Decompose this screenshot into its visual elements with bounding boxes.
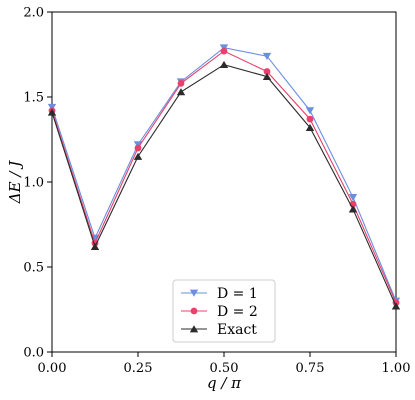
data-point: [262, 72, 272, 80]
legend: D = 1 D = 2 Exact: [172, 279, 276, 343]
data-point: [391, 302, 401, 310]
data-point: [47, 108, 57, 116]
data-point: [263, 68, 271, 75]
data-point: [306, 115, 314, 123]
y-tick-label: 0.0: [23, 346, 44, 361]
data-point: [134, 144, 142, 152]
x-tick-label: 0.75: [296, 361, 325, 376]
data-point: [348, 193, 358, 202]
data-point: [219, 60, 229, 69]
legend-marker: [189, 325, 199, 333]
y-tick-label: 2.0: [23, 6, 44, 21]
data-point: [90, 242, 100, 250]
legend-label: Exact: [217, 322, 257, 338]
x-axis-label: q / π: [207, 374, 242, 392]
data-point: [305, 107, 315, 115]
series-2: [47, 60, 401, 310]
legend-label: D = 2: [217, 304, 258, 320]
x-tick-label: 0.50: [210, 361, 239, 376]
x-tick-label: 0.00: [38, 361, 67, 376]
x-tick-label: 0.25: [124, 361, 153, 376]
series-layer: [47, 44, 401, 310]
data-point: [305, 123, 315, 131]
data-point: [176, 88, 186, 96]
data-point: [348, 205, 358, 213]
data-point: [220, 47, 228, 55]
data-point: [262, 52, 272, 60]
series-1: [48, 47, 400, 307]
y-tick-label: 0.5: [23, 261, 44, 276]
y-tick-label: 1.0: [23, 176, 44, 191]
x-tick-label: 1.00: [382, 361, 411, 376]
legend-marker: [190, 307, 198, 315]
legend-label: D = 1: [217, 286, 258, 302]
axis-ticks: 0.00 0.25 0.50 0.75 1.00 0.0 0.5 1.0 1.5 2.0: [23, 6, 410, 377]
data-point: [133, 152, 143, 160]
legend-marker: [189, 289, 199, 297]
legend-box: [172, 279, 276, 343]
y-tick-label: 1.5: [23, 91, 44, 106]
y-axis-label: ΔE / J: [6, 160, 24, 204]
data-point: [177, 80, 185, 87]
